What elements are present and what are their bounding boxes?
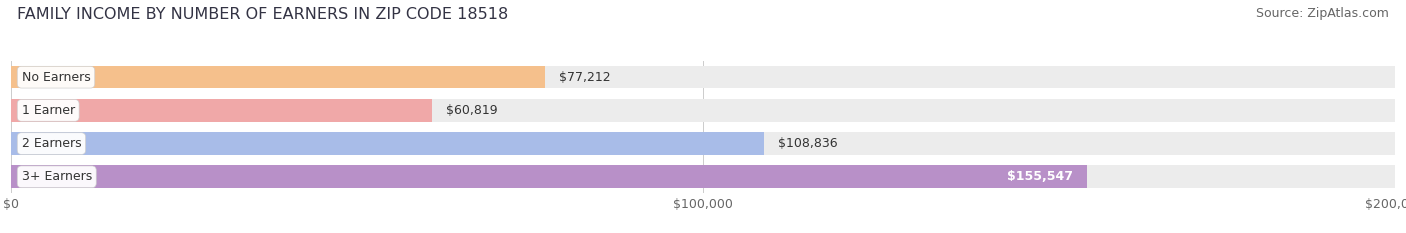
Bar (11, 165, 1087, 188)
Text: $155,547: $155,547 (1008, 170, 1073, 183)
Bar (11, 99, 432, 122)
Text: Source: ZipAtlas.com: Source: ZipAtlas.com (1256, 7, 1389, 20)
Bar (11, 99, 1395, 122)
Text: $108,836: $108,836 (778, 137, 838, 150)
Bar (11, 66, 1395, 89)
Text: 2 Earners: 2 Earners (21, 137, 82, 150)
Text: $77,212: $77,212 (560, 71, 610, 84)
Text: $60,819: $60,819 (446, 104, 498, 117)
Text: 3+ Earners: 3+ Earners (21, 170, 91, 183)
Text: 1 Earner: 1 Earner (21, 104, 75, 117)
Text: No Earners: No Earners (21, 71, 90, 84)
Bar (11, 132, 763, 155)
Text: FAMILY INCOME BY NUMBER OF EARNERS IN ZIP CODE 18518: FAMILY INCOME BY NUMBER OF EARNERS IN ZI… (17, 7, 508, 22)
Bar (11, 66, 546, 89)
Bar (11, 165, 1395, 188)
Bar (11, 132, 1395, 155)
